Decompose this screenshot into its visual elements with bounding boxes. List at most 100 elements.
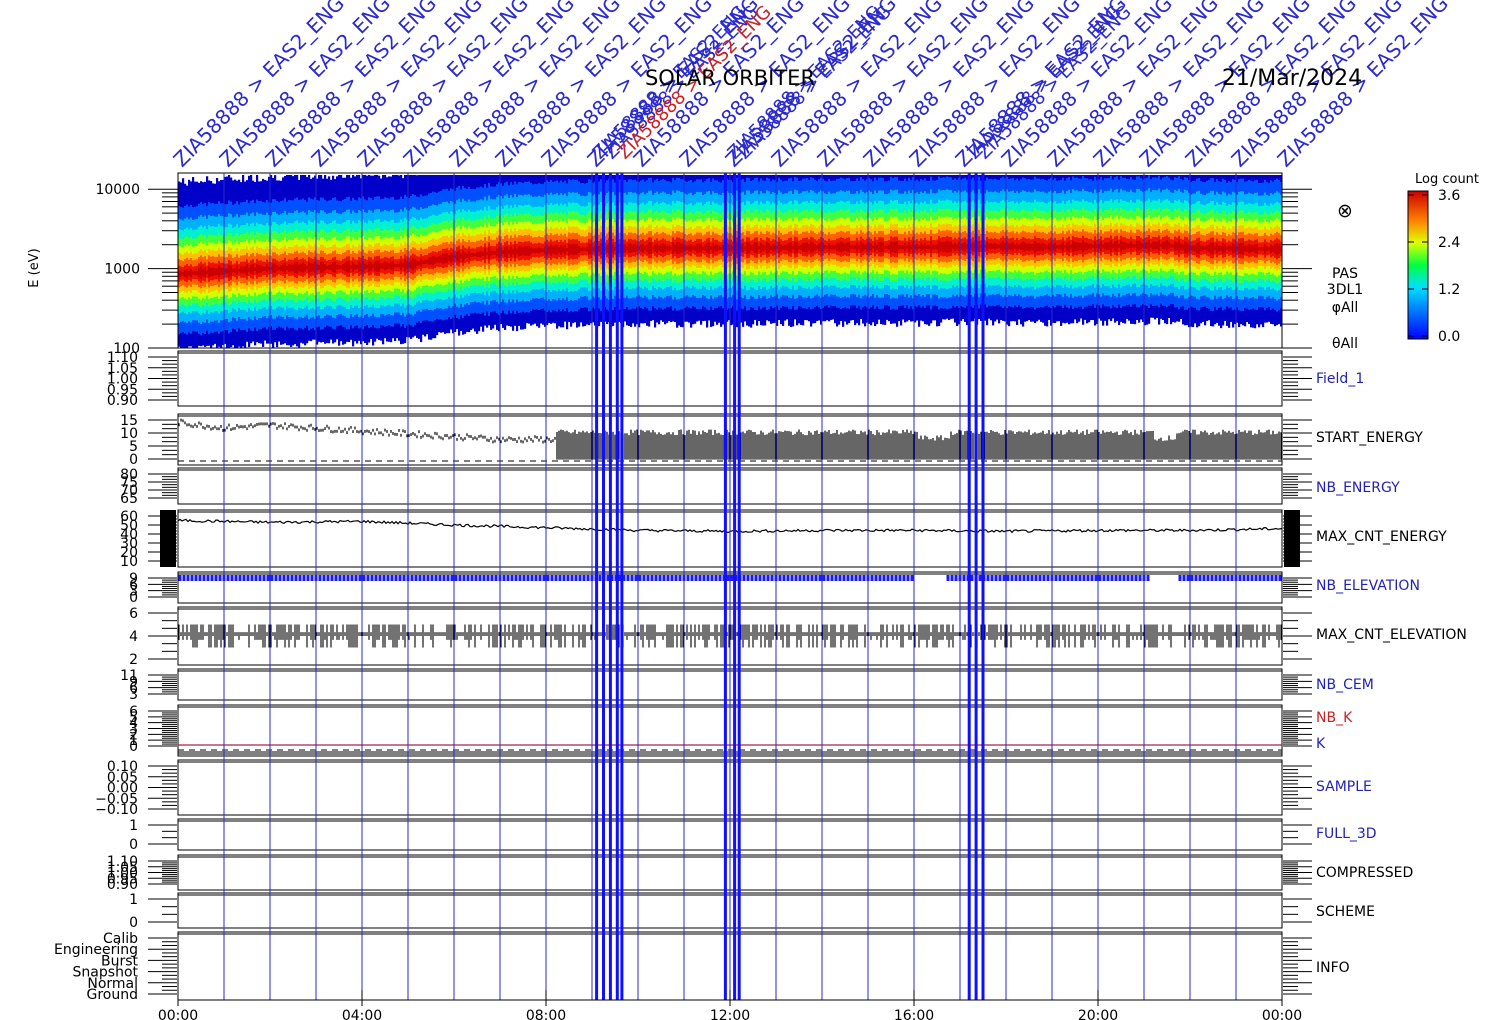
panel-ytick: 1 <box>129 818 138 834</box>
panel-ytick: 1.10 <box>107 854 138 870</box>
hour-grid <box>223 173 1237 1000</box>
panel-ytick: 50 <box>120 518 138 534</box>
panel-ytick: 80 <box>120 467 138 483</box>
date-label: 21/Mar/2024 <box>1222 66 1362 91</box>
panel-ytick: 0 <box>129 915 138 931</box>
panel-label: SCHEME <box>1316 904 1375 920</box>
colorbar-tick: 1.2 <box>1438 282 1460 298</box>
colorbar-ticks: 3.6 2.4 1.2 0.0 <box>1408 188 1460 345</box>
panel-label: Field_1 <box>1316 371 1364 387</box>
panel-ytick: 3 <box>129 584 138 600</box>
time-tick-label: 00:00 <box>1262 1008 1302 1020</box>
max-cnt-elevation-trace <box>178 624 1282 648</box>
panel-ytick: 70 <box>120 483 138 499</box>
panel-ytick: Snapshot <box>73 965 139 981</box>
panel-label: NB_ELEVATION <box>1316 578 1420 594</box>
panel-ytick: 5 <box>129 710 138 726</box>
panel-ytick: 4 <box>129 716 138 732</box>
panel-ytick: 0.00 <box>107 781 138 797</box>
panel-ytick: 1.00 <box>107 866 138 882</box>
panel-ytick: 4 <box>129 629 138 645</box>
panel-ytick: 3 <box>129 687 138 703</box>
spectrogram-ytick: 100 <box>113 341 140 357</box>
panel-ytick: 6 <box>129 606 138 622</box>
spectrogram-side-label: φAll <box>1332 300 1359 316</box>
panel-ytick: 0 <box>129 739 138 755</box>
panel-ytick: Calib <box>103 931 138 947</box>
panel-ytick: 2 <box>129 727 138 743</box>
spectrogram-side-label: 3DL1 <box>1327 282 1363 298</box>
colorbar-tick: 0.0 <box>1438 329 1460 345</box>
panel-ytick: 0.95 <box>107 382 138 398</box>
panel-label: K <box>1316 736 1326 752</box>
panel-info: CalibEngineeringBurstSnapshotNormalGroun… <box>54 931 1350 1003</box>
nb-elevation-trace <box>178 575 1282 581</box>
panel-ytick: 10 <box>120 554 138 570</box>
panel-ytick: 0.95 <box>107 871 138 887</box>
panel-ytick: 6 <box>129 681 138 697</box>
colorbar <box>1407 190 1429 340</box>
panel-ytick: 0 <box>129 452 138 468</box>
panel-label: INFO <box>1316 960 1350 976</box>
spectrogram-ytick: 1000 <box>104 262 140 278</box>
time-tick-label: 00:00 <box>158 1008 198 1020</box>
mission-title: SOLAR ORBITER <box>645 66 815 90</box>
panel-ytick: 60 <box>120 509 138 525</box>
panel-ytick: 1.10 <box>107 350 138 366</box>
panel-ytick: 9 <box>129 571 138 587</box>
colorbar-tick: 2.4 <box>1438 235 1460 251</box>
panel-ytick: 5 <box>129 439 138 455</box>
panel-ytick: −0.10 <box>95 802 138 818</box>
panel-ytick: 1.05 <box>107 860 138 876</box>
panel-ytick: −0.05 <box>95 791 138 807</box>
panel-ytick: 75 <box>120 475 138 491</box>
spectrogram-ytick: 10000 <box>95 182 140 198</box>
panel-label: NB_CEM <box>1316 677 1374 693</box>
panel-ytick: Normal <box>87 976 138 992</box>
panel-ytick: 65 <box>120 491 138 507</box>
event-markers <box>595 173 985 1000</box>
panel-ytick: 11 <box>120 668 138 684</box>
left-fill-block <box>160 510 176 567</box>
panel-max-cnt-elevation: 6 4 2 MAX_CNT_ELEVATION <box>129 606 1467 668</box>
colorbar-title: Log count <box>1415 172 1479 187</box>
panel-ytick: 1 <box>129 892 138 908</box>
panel-ytick: 0 <box>129 590 138 606</box>
panel-ytick: 30 <box>120 536 138 552</box>
colorbar-tick: 3.6 <box>1438 188 1460 204</box>
time-tick-label: 04:00 <box>342 1008 382 1020</box>
panel-ytick: Burst <box>101 953 139 969</box>
panel-ytick: 1.00 <box>107 372 138 388</box>
panel-label: FULL_3D <box>1316 826 1377 842</box>
time-tick-label: 16:00 <box>894 1008 934 1020</box>
detector-symbol: ⊗ <box>1337 200 1353 222</box>
panel-k: K <box>177 736 1326 757</box>
panel-label: NB_K <box>1316 710 1353 726</box>
start-energy-trace <box>178 418 1282 460</box>
panel-ytick: 3 <box>129 722 138 738</box>
panel-ytick: 0.90 <box>107 877 138 893</box>
time-tick-label: 12:00 <box>710 1008 750 1020</box>
panel-label: COMPRESSED <box>1316 865 1413 881</box>
panel-ytick: 20 <box>120 545 138 561</box>
panel-ytick: 9 <box>129 674 138 690</box>
panel-ytick: Engineering <box>54 942 138 958</box>
panel-ytick: 1.05 <box>107 361 138 377</box>
panel-label: MAX_CNT_ENERGY <box>1316 529 1447 545</box>
panel-ytick: 0 <box>129 837 138 853</box>
time-axis: 00:00 04:00 08:00 12:00 16:00 20:00 00:00 <box>158 990 1302 1020</box>
panel-ytick: 0.90 <box>107 393 138 409</box>
panel-label: NB_ENERGY <box>1316 480 1400 496</box>
panel-ytick: Ground <box>87 987 139 1003</box>
panel-ytick: 2 <box>129 652 138 668</box>
right-fill-block <box>1284 510 1300 567</box>
spectrogram-ylabel: E (eV) <box>27 248 42 287</box>
panel-ytick: 0.10 <box>107 759 138 775</box>
panel-ytick: 6 <box>129 704 138 720</box>
